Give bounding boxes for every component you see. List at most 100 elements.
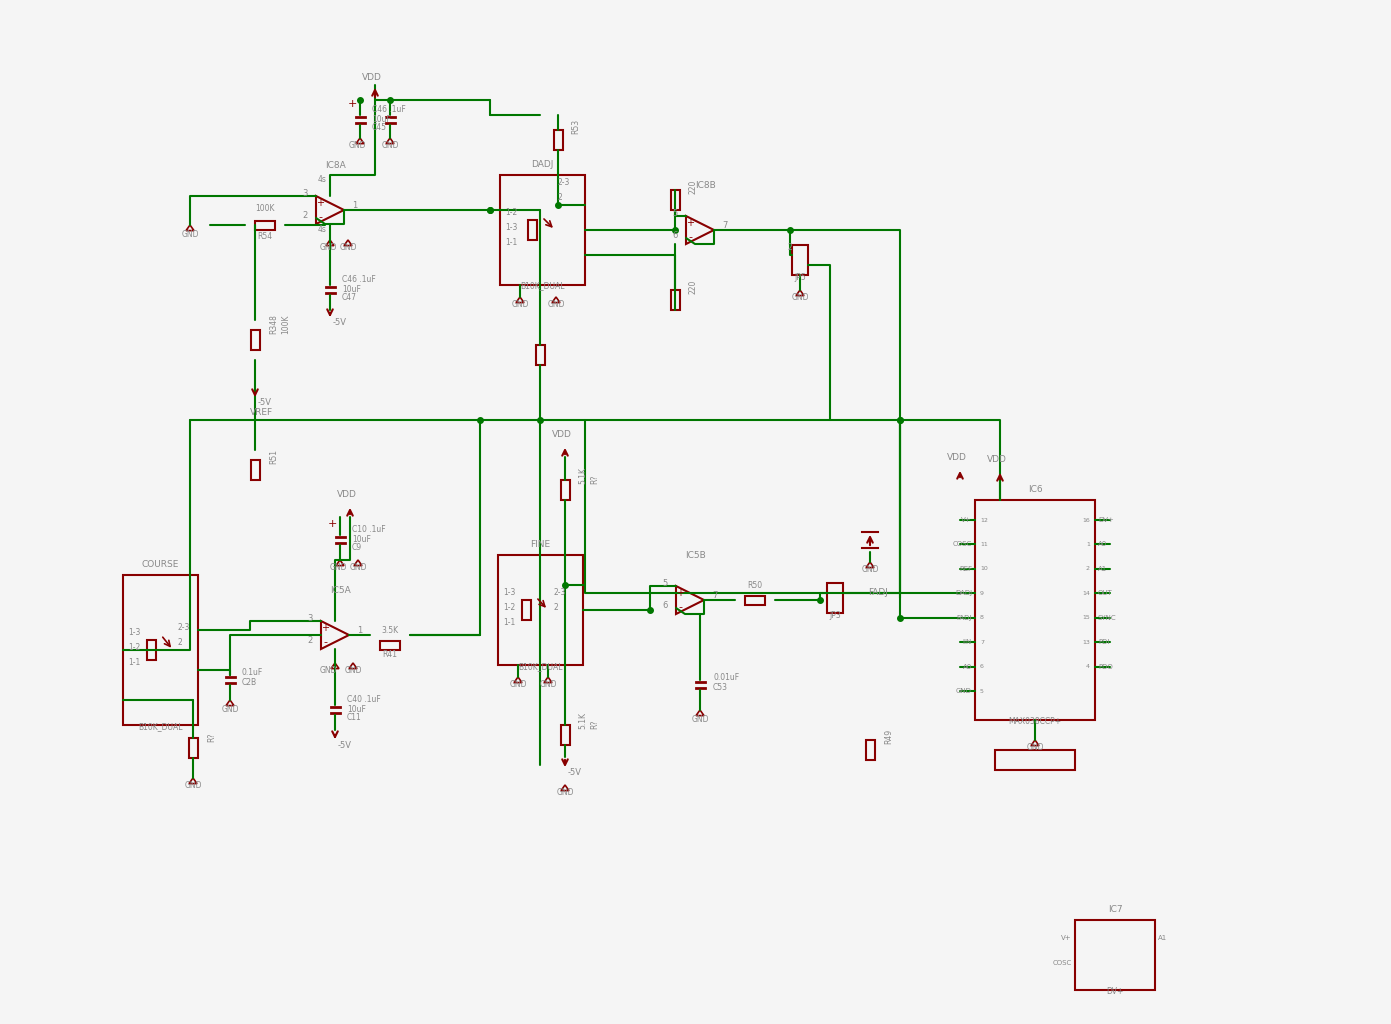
Text: A0: A0 <box>963 664 972 670</box>
Text: 2: 2 <box>554 603 558 612</box>
Text: 12: 12 <box>981 517 988 522</box>
Text: C11: C11 <box>346 713 362 722</box>
Text: 220: 220 <box>689 179 698 194</box>
Text: DADJ: DADJ <box>531 160 554 169</box>
Text: VDD: VDD <box>552 430 572 439</box>
Text: 2-3: 2-3 <box>558 178 570 187</box>
Text: C10 .1uF: C10 .1uF <box>352 525 385 534</box>
Text: 1-3: 1-3 <box>128 628 140 637</box>
Text: IC8B: IC8B <box>696 181 716 190</box>
Text: 14: 14 <box>1082 591 1091 596</box>
Text: COSC: COSC <box>953 542 972 548</box>
Text: R49: R49 <box>885 729 893 744</box>
Text: 1-1: 1-1 <box>504 618 515 627</box>
Bar <box>380 640 401 649</box>
Text: 2-3: 2-3 <box>178 623 191 632</box>
Text: IC8A: IC8A <box>325 161 346 170</box>
Text: GND: GND <box>547 300 565 309</box>
Bar <box>995 750 1075 770</box>
Text: -: - <box>319 212 321 222</box>
Text: 6: 6 <box>662 601 668 610</box>
Text: VREF: VREF <box>250 408 273 417</box>
Text: 100K: 100K <box>281 314 289 334</box>
Bar <box>554 130 562 150</box>
Text: V+: V+ <box>1061 935 1072 941</box>
Text: -: - <box>689 232 691 242</box>
Text: -: - <box>323 637 327 647</box>
Text: 10uF: 10uF <box>346 705 366 714</box>
Text: A1: A1 <box>1097 566 1107 571</box>
Text: DADJ: DADJ <box>954 590 972 596</box>
Bar <box>250 330 260 350</box>
Text: 1-2: 1-2 <box>505 208 517 217</box>
Text: A1: A1 <box>1157 935 1167 941</box>
Text: IC5A: IC5A <box>330 586 351 595</box>
Text: V+: V+ <box>961 517 972 523</box>
Text: GND: GND <box>320 243 338 252</box>
Text: GND: GND <box>330 563 348 572</box>
Text: R50: R50 <box>747 581 762 590</box>
Text: GND: GND <box>349 563 367 572</box>
Text: REF: REF <box>958 566 972 571</box>
Text: 5: 5 <box>662 579 668 588</box>
Text: +: + <box>316 198 324 208</box>
Text: 4s: 4s <box>319 225 327 234</box>
Text: R54: R54 <box>257 232 273 241</box>
Text: A0: A0 <box>1097 542 1107 548</box>
Text: GND: GND <box>181 230 199 239</box>
Text: VDD: VDD <box>362 73 383 82</box>
Text: +: + <box>686 218 694 228</box>
Bar <box>498 555 583 665</box>
Text: B10K_DUAL: B10K_DUAL <box>519 662 563 671</box>
Text: GND: GND <box>381 141 399 150</box>
Text: 1-2: 1-2 <box>128 643 140 652</box>
Text: 11: 11 <box>981 542 988 547</box>
Bar <box>250 460 260 480</box>
Text: 2: 2 <box>178 638 182 647</box>
Text: 9: 9 <box>981 591 983 596</box>
Text: 5: 5 <box>981 688 983 693</box>
Text: 7: 7 <box>981 640 983 645</box>
Text: 4: 4 <box>1086 665 1091 669</box>
Text: COURSE: COURSE <box>142 560 179 569</box>
Text: 10uF: 10uF <box>342 285 360 294</box>
Text: +: + <box>348 99 357 109</box>
Text: R?: R? <box>207 732 216 742</box>
Text: C9: C9 <box>352 543 362 552</box>
Text: GND: GND <box>691 715 709 724</box>
Text: R53: R53 <box>570 119 580 134</box>
Text: C46 .1uF: C46 .1uF <box>371 105 406 114</box>
Bar <box>561 480 569 500</box>
Text: +: + <box>328 519 337 529</box>
Text: +: + <box>676 588 684 598</box>
Text: 0.01uF: 0.01uF <box>714 673 739 682</box>
Text: IIN: IIN <box>963 639 972 645</box>
Text: 16: 16 <box>1082 517 1091 522</box>
Bar <box>527 220 537 240</box>
Text: COSC: COSC <box>1053 961 1072 966</box>
Text: C47: C47 <box>342 293 357 302</box>
Bar <box>522 600 530 620</box>
Text: 2: 2 <box>302 211 307 220</box>
Text: DV+: DV+ <box>1106 987 1124 996</box>
Text: 6: 6 <box>981 665 983 669</box>
Text: JP5: JP5 <box>794 273 805 282</box>
Text: GND: GND <box>344 666 362 675</box>
Text: 220: 220 <box>689 280 698 294</box>
Text: OUT: OUT <box>1097 590 1113 596</box>
Text: 2-3: 2-3 <box>554 588 565 597</box>
Text: 10uF: 10uF <box>352 535 371 544</box>
Text: 1-1: 1-1 <box>505 238 517 247</box>
Bar <box>1075 920 1155 990</box>
Text: GND: GND <box>1027 743 1043 752</box>
Text: GND: GND <box>861 565 879 574</box>
Text: 1-1: 1-1 <box>128 658 140 667</box>
Text: R?: R? <box>590 720 600 729</box>
Text: GND: GND <box>339 243 356 252</box>
Bar <box>975 500 1095 720</box>
Text: R41: R41 <box>383 650 398 659</box>
Text: GND: GND <box>184 781 202 790</box>
Text: MAX038CCP+: MAX038CCP+ <box>1008 717 1061 726</box>
Text: C40 .1uF: C40 .1uF <box>346 695 381 705</box>
Text: 1-2: 1-2 <box>504 603 515 612</box>
